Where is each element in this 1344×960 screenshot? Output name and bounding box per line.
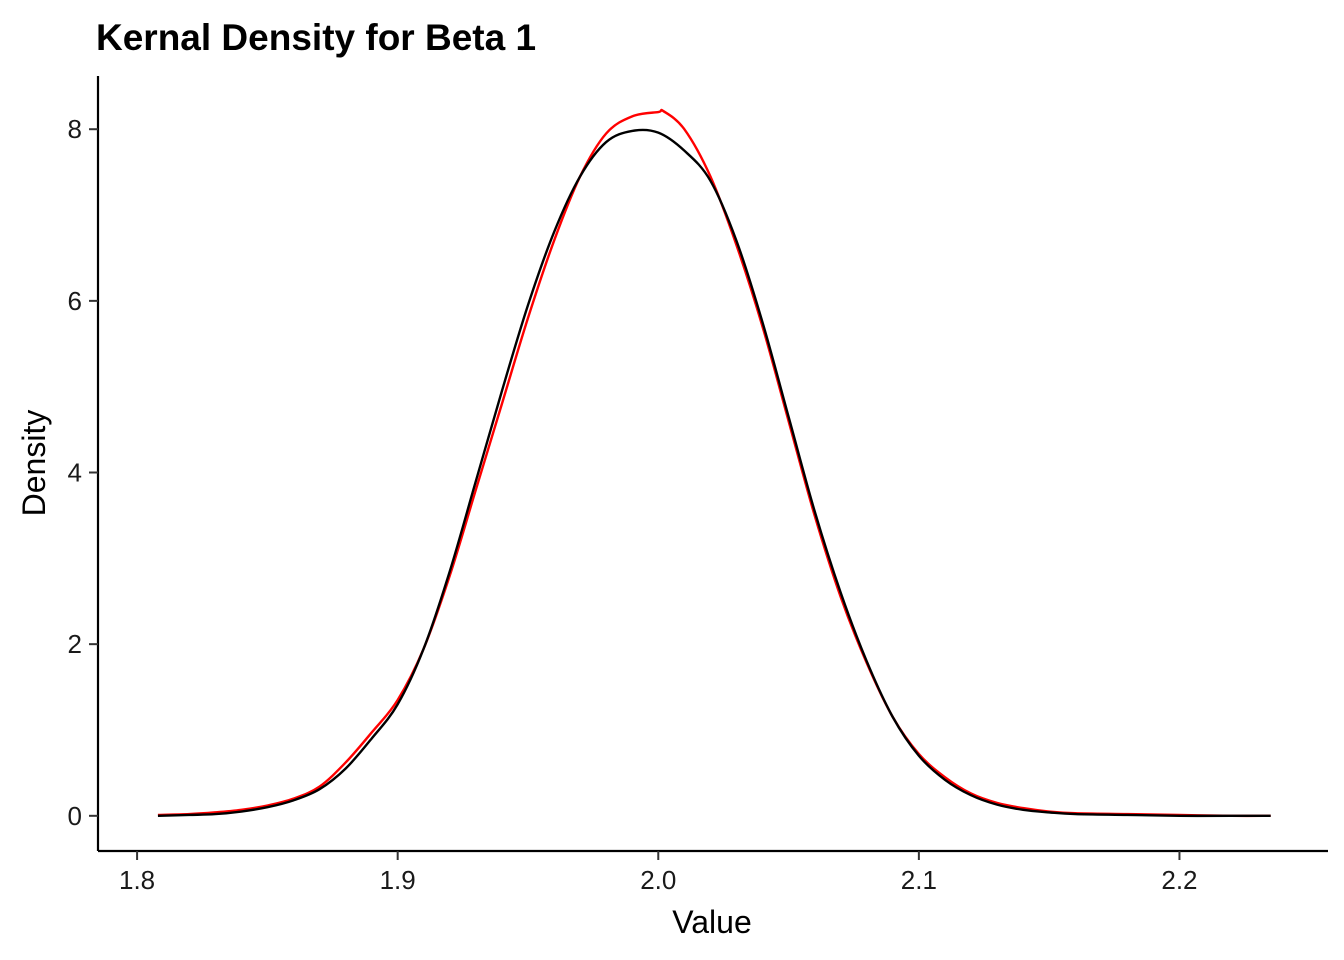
y-tick-label: 4 bbox=[68, 458, 82, 488]
density-curve-2 bbox=[157, 128, 1271, 818]
density-curve-1 bbox=[157, 108, 1271, 818]
y-tick-label: 0 bbox=[68, 801, 82, 831]
x-tick-label: 2.0 bbox=[640, 865, 676, 895]
x-tick-label: 2.2 bbox=[1161, 865, 1197, 895]
x-axis-title: Value bbox=[672, 904, 751, 940]
y-axis-title: Density bbox=[16, 410, 52, 517]
chart-title: Kernal Density for Beta 1 bbox=[96, 17, 536, 58]
x-tick-label: 2.1 bbox=[901, 865, 937, 895]
x-tick-label: 1.9 bbox=[380, 865, 416, 895]
series-layer bbox=[157, 108, 1271, 818]
y-tick-label: 2 bbox=[68, 629, 82, 659]
x-axis-ticks: 1.8 1.9 2.0 2.1 2.2 bbox=[119, 851, 1198, 895]
y-axis-ticks: 0 2 4 6 8 bbox=[68, 114, 98, 831]
y-tick-label: 8 bbox=[68, 114, 82, 144]
y-tick-label: 6 bbox=[68, 286, 82, 316]
x-tick-label: 1.8 bbox=[119, 865, 155, 895]
